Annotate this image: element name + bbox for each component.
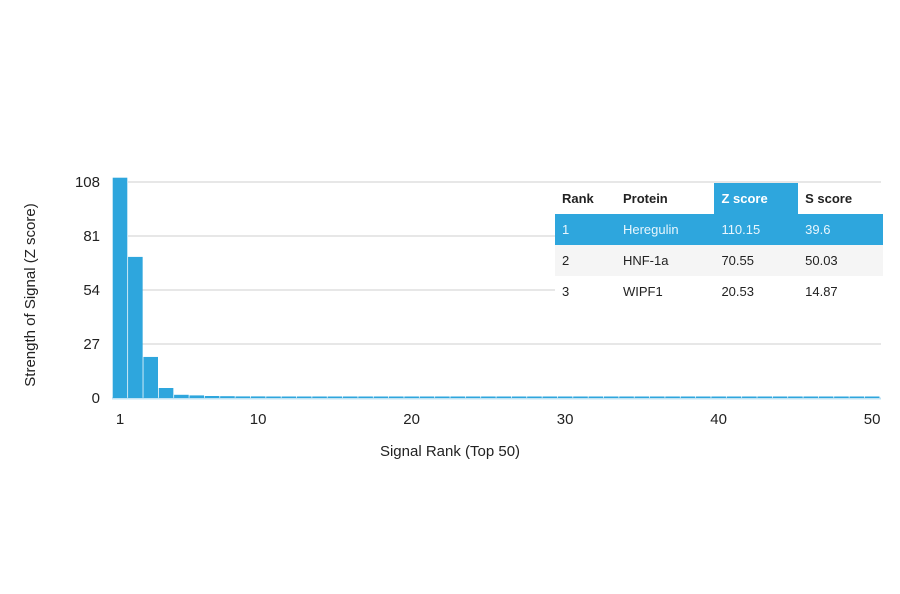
- bar-rank-45: [788, 396, 803, 398]
- bar-rank-49: [849, 396, 865, 398]
- bar-rank-47: [818, 396, 834, 398]
- cell-s-score: 14.87: [798, 276, 883, 307]
- header-protein: Protein: [615, 183, 715, 214]
- bar-rank-6: [189, 395, 205, 398]
- bar-rank-42: [742, 396, 757, 398]
- x-axis-label: Signal Rank (Top 50): [380, 443, 520, 460]
- cell-protein: HNF-1a: [615, 245, 715, 276]
- bar-rank-1: [112, 177, 128, 398]
- cell-rank: 3: [555, 276, 616, 307]
- bar-rank-18: [373, 396, 389, 398]
- bar-rank-29: [542, 396, 558, 398]
- bar-rank-28: [527, 396, 542, 398]
- bar-rank-14: [312, 396, 327, 398]
- bar-rank-22: [435, 396, 450, 398]
- bar-rank-26: [496, 396, 512, 398]
- bar-rank-27: [511, 396, 527, 398]
- bar-rank-4: [158, 388, 174, 398]
- bar-rank-24: [465, 396, 481, 398]
- bar-rank-21: [419, 396, 435, 398]
- bar-rank-11: [266, 396, 281, 398]
- bar-rank-32: [588, 396, 604, 398]
- cell-s-score: 50.03: [798, 245, 883, 276]
- bar-rank-17: [358, 396, 373, 398]
- cell-protein: WIPF1: [615, 276, 715, 307]
- bar-rank-48: [834, 396, 849, 398]
- y-tick-label: 54: [83, 282, 100, 299]
- header-rank: Rank: [555, 183, 616, 214]
- x-tick-label: 30: [557, 411, 574, 428]
- bar-rank-38: [680, 396, 696, 398]
- cell-s-score: 39.6: [798, 214, 883, 245]
- table-row: 1 Heregulin 110.15 39.6: [555, 214, 883, 245]
- header-z-score: Z score: [714, 183, 799, 214]
- bar-rank-30: [557, 396, 573, 398]
- x-tick-label: 10: [250, 411, 267, 428]
- bar-rank-7: [204, 396, 220, 398]
- bar-rank-37: [665, 396, 680, 398]
- bar-rank-8: [220, 396, 235, 398]
- x-tick-label: 1: [116, 411, 124, 428]
- cell-z-score: 20.53: [714, 276, 799, 307]
- bar-rank-35: [634, 396, 650, 398]
- bar-rank-23: [450, 396, 465, 398]
- bar-rank-12: [281, 396, 297, 398]
- x-tick-label: 20: [403, 411, 420, 428]
- x-tick-label: 50: [864, 411, 881, 428]
- y-axis-label: Strength of Signal (Z score): [22, 203, 39, 386]
- cell-rank: 1: [555, 214, 616, 245]
- bar-rank-9: [235, 396, 251, 398]
- bar-rank-20: [404, 396, 419, 398]
- bar-rank-36: [649, 396, 665, 398]
- bar-rank-3: [143, 356, 158, 398]
- bar-rank-43: [757, 396, 772, 398]
- y-tick-label: 81: [83, 228, 100, 245]
- bar-rank-33: [603, 396, 619, 398]
- bar-rank-44: [772, 396, 788, 398]
- cell-protein: Heregulin: [615, 214, 715, 245]
- x-tick-label: 40: [710, 411, 727, 428]
- table-header-row: Rank Protein Z score S score: [555, 183, 883, 214]
- bar-rank-34: [619, 396, 634, 398]
- y-tick-label: 0: [92, 390, 100, 407]
- bar-rank-16: [342, 396, 358, 398]
- cell-z-score: 110.15: [714, 214, 799, 245]
- y-tick-label: 27: [83, 336, 100, 353]
- bar-rank-31: [573, 396, 588, 398]
- header-s-score: S score: [798, 183, 883, 214]
- bar-rank-13: [296, 396, 312, 398]
- bar-rank-50: [864, 396, 880, 398]
- table-row: 3 WIPF1 20.53 14.87: [555, 276, 883, 307]
- y-tick-label: 108: [75, 174, 100, 191]
- bar-rank-5: [174, 394, 189, 398]
- table-row: 2 HNF-1a 70.55 50.03: [555, 245, 883, 276]
- bar-rank-25: [481, 396, 496, 398]
- bar-rank-41: [726, 396, 742, 398]
- bar-rank-39: [696, 396, 711, 398]
- bar-rank-15: [327, 396, 343, 398]
- bar-rank-10: [250, 396, 266, 398]
- bar-rank-40: [711, 396, 726, 398]
- bar-rank-46: [803, 396, 819, 398]
- cell-rank: 2: [555, 245, 616, 276]
- cell-z-score: 70.55: [714, 245, 799, 276]
- bar-rank-19: [389, 396, 404, 398]
- bar-rank-2: [128, 256, 143, 398]
- top-signals-table: Rank Protein Z score S score 1 Heregulin 1…: [555, 183, 883, 307]
